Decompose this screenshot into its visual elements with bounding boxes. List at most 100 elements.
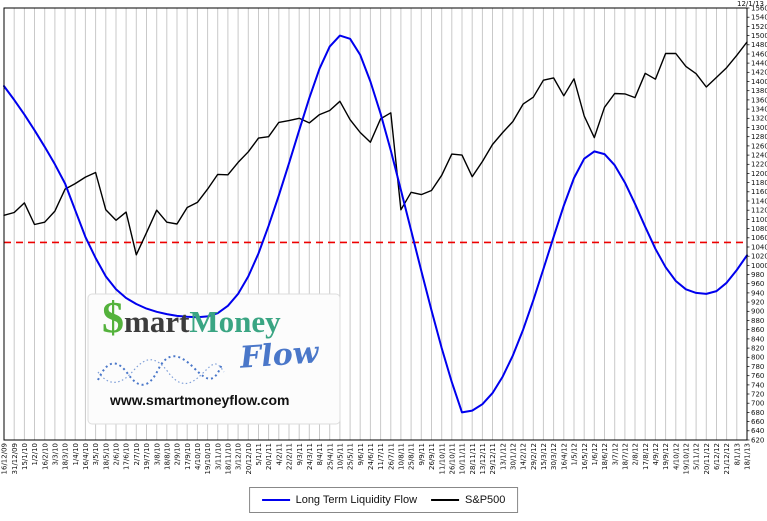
svg-text:840: 840 [751, 335, 764, 343]
svg-text:29/2/12: 29/2/12 [530, 443, 538, 470]
svg-text:1240: 1240 [751, 152, 767, 160]
plot-border [3, 7, 748, 441]
svg-text:25/5/11: 25/5/11 [347, 443, 355, 470]
svg-text:3/8/10: 3/8/10 [153, 443, 161, 466]
svg-text:1/5/12: 1/5/12 [571, 443, 579, 466]
svg-text:10/8/11: 10/8/11 [398, 443, 406, 470]
svg-text:4/2/11: 4/2/11 [275, 443, 283, 466]
svg-text:3/5/10: 3/5/10 [92, 443, 100, 466]
svg-text:2/7/10: 2/7/10 [133, 443, 141, 466]
svg-text:24/3/11: 24/3/11 [306, 443, 314, 470]
svg-text:5/11/12: 5/11/12 [693, 443, 701, 470]
svg-text:18/7/12: 18/7/12 [622, 443, 630, 470]
svg-text:1040: 1040 [751, 243, 767, 251]
svg-text:1060: 1060 [751, 234, 767, 242]
svg-text:20/11/12: 20/11/12 [703, 443, 711, 474]
svg-text:1220: 1220 [751, 161, 767, 169]
liquidity-flow-line [3, 34, 748, 414]
svg-text:700: 700 [751, 400, 764, 408]
svg-text:17/9/10: 17/9/10 [184, 443, 192, 470]
svg-text:13/12/11: 13/12/11 [479, 443, 487, 474]
svg-text:1560: 1560 [751, 4, 767, 12]
legend-label-sp500: S&P500 [465, 494, 506, 506]
svg-text:1140: 1140 [751, 197, 767, 205]
svg-text:1300: 1300 [751, 124, 767, 132]
svg-text:620: 620 [751, 436, 764, 444]
svg-text:2/6/10: 2/6/10 [113, 443, 121, 466]
svg-text:10/5/11: 10/5/11 [337, 443, 345, 470]
svg-text:9/3/11: 9/3/11 [296, 443, 304, 466]
svg-text:720: 720 [751, 390, 764, 398]
svg-text:26/10/11: 26/10/11 [448, 443, 456, 474]
svg-text:1160: 1160 [751, 188, 767, 196]
legend-line-swatch-black [431, 499, 460, 501]
sp500-line [3, 41, 748, 256]
svg-text:1420: 1420 [751, 69, 767, 77]
chart-legend: Long Term Liquidity Flow S&P500 [248, 487, 519, 513]
svg-text:1360: 1360 [751, 96, 767, 104]
svg-text:1480: 1480 [751, 41, 767, 49]
legend-line-swatch-blue [261, 499, 290, 501]
svg-text:1/2/10: 1/2/10 [31, 443, 39, 466]
svg-text:1020: 1020 [751, 253, 767, 261]
svg-text:25/8/11: 25/8/11 [408, 443, 416, 470]
svg-text:660: 660 [751, 418, 764, 426]
svg-text:1080: 1080 [751, 225, 767, 233]
svg-text:26/9/11: 26/9/11 [428, 443, 436, 470]
svg-text:19/9/12: 19/9/12 [662, 443, 670, 470]
svg-text:18/5/10: 18/5/10 [102, 443, 110, 470]
svg-text:16/4/10: 16/4/10 [82, 443, 90, 470]
svg-text:1380: 1380 [751, 87, 767, 95]
svg-text:680: 680 [751, 409, 764, 417]
svg-text:1/6/12: 1/6/12 [591, 443, 599, 466]
svg-text:21/12/12: 21/12/12 [723, 443, 731, 474]
svg-text:11/10/11: 11/10/11 [438, 443, 446, 474]
legend-item-sp500: S&P500 [431, 494, 505, 506]
svg-text:5/1/11: 5/1/11 [255, 443, 263, 466]
svg-text:760: 760 [751, 372, 764, 380]
svg-text:19/7/10: 19/7/10 [143, 443, 151, 470]
svg-text:880: 880 [751, 317, 764, 325]
svg-text:18/11/10: 18/11/10 [225, 443, 233, 474]
svg-text:16/4/12: 16/4/12 [560, 443, 568, 470]
svg-text:17/8/12: 17/8/12 [642, 443, 650, 470]
svg-text:15/3/12: 15/3/12 [540, 443, 548, 470]
svg-text:10/11/11: 10/11/11 [459, 443, 467, 474]
x-axis-labels: 16/12/09 31/12/09 15/1/10 1/2/10 16/2/10 3/3/… [1, 443, 752, 474]
svg-text:1400: 1400 [751, 78, 767, 86]
svg-text:9/6/11: 9/6/11 [357, 443, 365, 466]
svg-text:18/6/12: 18/6/12 [601, 443, 609, 470]
svg-text:20/12/10: 20/12/10 [245, 443, 253, 474]
svg-text:8/1/13: 8/1/13 [733, 443, 741, 466]
svg-text:1180: 1180 [751, 179, 767, 187]
svg-text:1500: 1500 [751, 32, 767, 40]
svg-text:980: 980 [751, 271, 764, 279]
svg-text:740: 740 [751, 381, 764, 389]
svg-text:18/1/13: 18/1/13 [744, 443, 752, 470]
svg-text:800: 800 [751, 354, 764, 362]
svg-text:1/4/10: 1/4/10 [72, 443, 80, 466]
svg-text:1000: 1000 [751, 262, 767, 270]
svg-text:920: 920 [751, 299, 764, 307]
svg-text:16/5/12: 16/5/12 [581, 443, 589, 470]
svg-text:17/6/10: 17/6/10 [123, 443, 131, 470]
svg-text:1440: 1440 [751, 60, 767, 68]
svg-text:960: 960 [751, 280, 764, 288]
svg-text:6/12/12: 6/12/12 [713, 443, 721, 470]
svg-text:2/8/12: 2/8/12 [632, 443, 640, 466]
svg-text:1520: 1520 [751, 23, 767, 31]
svg-text:1200: 1200 [751, 170, 767, 178]
svg-text:1320: 1320 [751, 115, 767, 123]
svg-text:19/10/10: 19/10/10 [204, 443, 212, 474]
svg-text:18/8/10: 18/8/10 [163, 443, 171, 470]
top-right-date-annotation: 12/1/13 [737, 0, 764, 8]
svg-text:3/7/12: 3/7/12 [611, 443, 619, 466]
svg-text:1280: 1280 [751, 133, 767, 141]
svg-text:30/3/12: 30/3/12 [550, 443, 558, 470]
svg-text:29/12/11: 29/12/11 [489, 443, 497, 474]
svg-text:24/6/11: 24/6/11 [367, 443, 375, 470]
svg-text:28/11/11: 28/11/11 [469, 443, 477, 474]
svg-text:1540: 1540 [751, 14, 767, 22]
